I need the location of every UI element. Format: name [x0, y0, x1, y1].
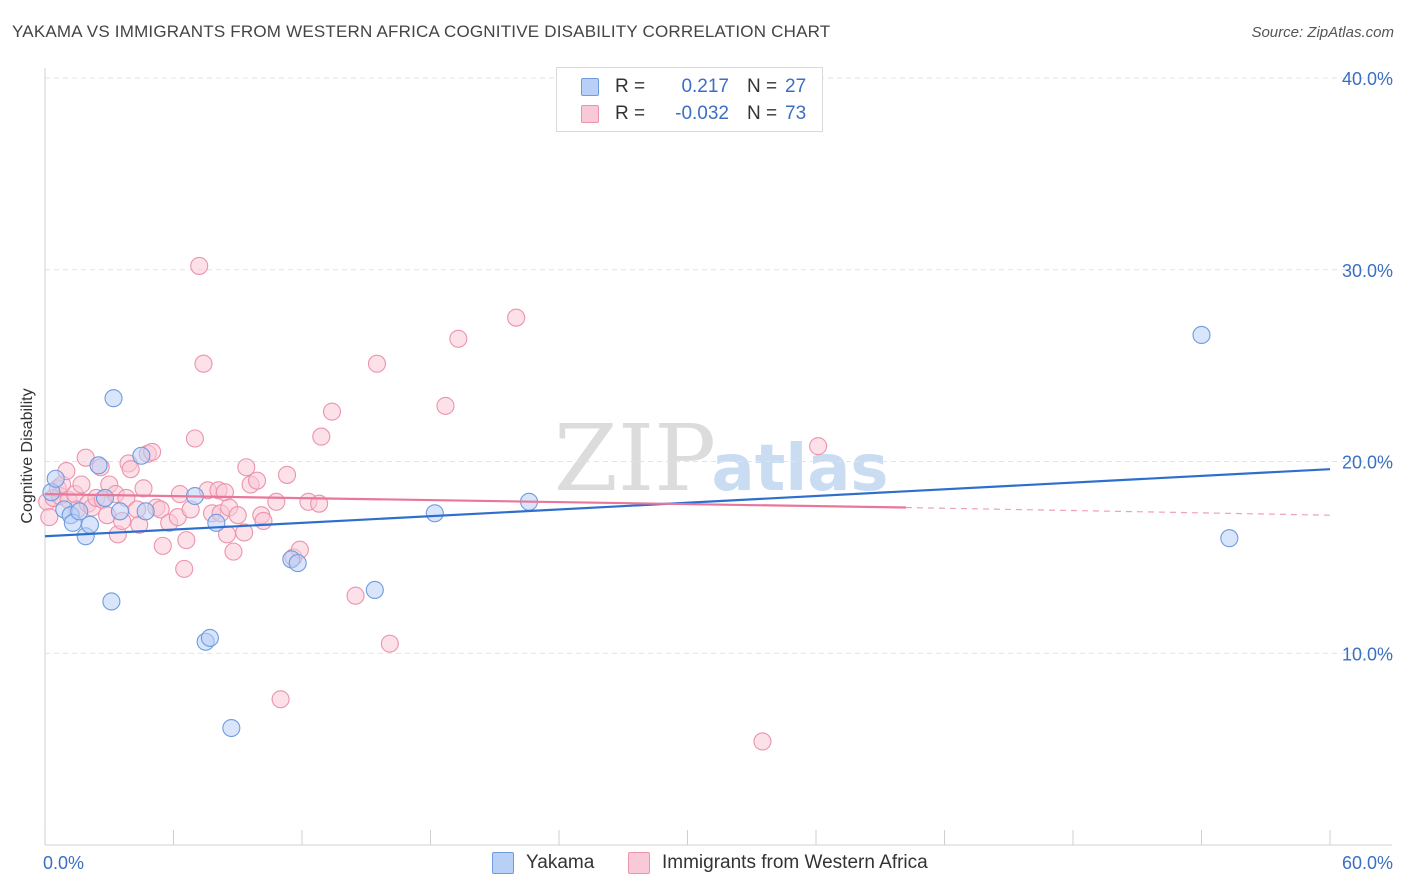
immigrants-point-10	[72, 475, 91, 494]
immigrants-point-46	[215, 483, 234, 502]
immigrants-point-71	[507, 308, 526, 327]
immigrants-point-64	[312, 427, 331, 446]
immigrants-trend-line	[44, 492, 906, 509]
immigrants-trend-line-extension	[905, 506, 1331, 516]
chart-title: YAKAMA VS IMMIGRANTS FROM WESTERN AFRICA…	[12, 22, 831, 41]
y-tick-label-30: 30.0%	[1342, 261, 1393, 281]
yakama-point-8	[89, 456, 108, 475]
watermark: ZIP atlas	[554, 405, 889, 512]
yakama-point-23	[425, 504, 444, 523]
immigrants-point-51	[235, 523, 254, 542]
watermark-zip: ZIP	[554, 405, 716, 512]
legend-r-label: R =	[615, 103, 646, 124]
yakama-point-25	[1192, 325, 1211, 344]
yakama-point-11	[104, 389, 123, 408]
immigrants-point-52	[237, 458, 256, 477]
legend-swatch-immigrants	[628, 852, 650, 874]
y-tick-label-20: 20.0%	[1342, 453, 1393, 473]
legend-r-value-immigrants: -0.032	[675, 103, 729, 124]
yakama-point-14	[136, 502, 155, 521]
immigrants-point-50	[228, 506, 247, 525]
immigrants-point-65	[322, 402, 342, 421]
tick-labels: 10.0% 20.0% 30.0% 40.0% 0.0% 60.0%	[43, 69, 1393, 873]
immigrants-point-40	[190, 256, 209, 275]
yakama-point-17	[200, 628, 219, 647]
legend-n-label: N =	[747, 76, 778, 97]
yakama-trend-line	[44, 468, 1331, 538]
legend-swatch-immigrants	[581, 105, 599, 123]
legend-n-value-yakama: 27	[785, 76, 807, 97]
trend-lines	[44, 468, 1331, 538]
series-yakama	[42, 325, 1239, 738]
immigrants-point-69	[436, 396, 455, 415]
legend-n-label: N =	[747, 103, 778, 124]
immigrants-point-37	[177, 531, 196, 550]
y-axis-label: Cognitive Disability	[19, 388, 36, 524]
yakama-point-5	[70, 502, 89, 521]
legend-n-value-immigrants: 73	[785, 103, 807, 124]
immigrants-point-59	[277, 465, 297, 484]
yakama-point-9	[95, 488, 115, 507]
legend-item-yakama[interactable]: Yakama	[492, 852, 594, 874]
yakama-point-19	[222, 718, 241, 738]
x-tick-label-min: 0.0%	[43, 853, 84, 873]
immigrants-point-36	[175, 559, 194, 578]
yakama-point-1	[46, 469, 65, 488]
legend-r-value-yakama: 0.217	[681, 76, 729, 97]
immigrants-point-70	[449, 329, 468, 348]
source-label: Source: ZipAtlas.com	[1251, 24, 1394, 41]
y-tick-label-40: 40.0%	[1342, 69, 1393, 89]
immigrants-point-66	[346, 586, 365, 605]
series-immigrants	[38, 256, 828, 751]
yakama-point-21	[288, 554, 307, 573]
watermark-atlas: atlas	[712, 432, 889, 506]
legend-swatch-yakama	[492, 852, 514, 874]
legend-r-label: R =	[615, 76, 646, 97]
immigrants-point-32	[153, 536, 172, 555]
data-points	[38, 256, 1239, 751]
yakama-point-26	[1220, 529, 1239, 548]
legend-row-yakama: R = 0.217 N = 27	[581, 75, 806, 99]
immigrants-point-73	[809, 437, 828, 456]
legend-item-immigrants[interactable]: Immigrants from Western Africa	[628, 852, 928, 874]
immigrants-point-27	[134, 479, 153, 498]
y-tick-label-10: 10.0%	[1342, 644, 1393, 664]
immigrants-point-58	[271, 690, 290, 709]
legend-label-yakama: Yakama	[526, 852, 595, 873]
immigrants-point-41	[194, 354, 213, 373]
immigrants-point-57	[267, 492, 286, 511]
immigrants-point-72	[753, 732, 772, 751]
immigrants-point-49	[224, 542, 243, 561]
immigrants-point-35	[170, 485, 189, 504]
immigrants-point-24	[121, 460, 140, 479]
legend-swatch-yakama	[581, 78, 599, 96]
x-tick-label-max: 60.0%	[1342, 853, 1393, 873]
yakama-point-22	[365, 580, 384, 600]
axes	[44, 68, 1392, 846]
grid	[45, 77, 1392, 654]
immigrants-point-1	[40, 508, 59, 527]
legend-label-immigrants: Immigrants from Western Africa	[662, 852, 928, 873]
yakama-point-13	[132, 446, 151, 465]
immigrants-point-68	[380, 634, 399, 653]
immigrants-point-39	[185, 429, 204, 448]
yakama-point-12	[110, 502, 130, 521]
yakama-point-7	[80, 515, 100, 534]
yakama-point-18	[207, 513, 226, 532]
correlation-legend: R = 0.217 N = 27 R = -0.032 N = 73	[556, 67, 823, 132]
immigrants-point-56	[254, 511, 273, 530]
immigrants-point-54	[247, 471, 267, 490]
series-legend: Yakama Immigrants from Western Africa	[0, 852, 1406, 878]
legend-row-immigrants: R = -0.032 N = 73	[581, 102, 806, 126]
immigrants-point-67	[367, 354, 387, 373]
yakama-point-10	[102, 592, 121, 611]
